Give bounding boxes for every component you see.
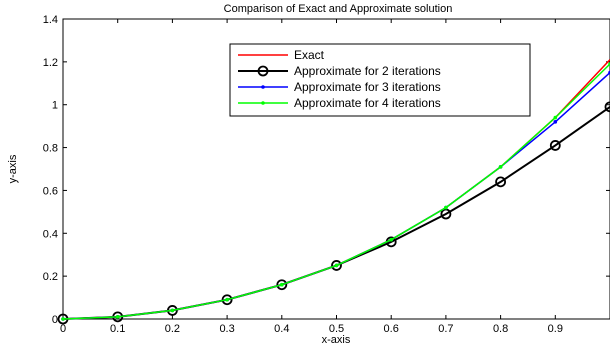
y-tick-label: 0 [52,314,58,326]
legend-marker [257,65,269,77]
axis-ticks: 0 0.1 0.2 0.3 0.4 0.5 0.6 0.7 0.8 0.9 0 0.2 0.4 0.6 0.… [43,14,610,335]
x-tick-label: 0.7 [438,323,453,335]
data-point [115,315,120,319]
chart-title: Comparison of Exact and Approximate solu… [224,3,453,15]
data-point [498,165,503,169]
data-point [549,140,561,151]
data-point [280,282,284,287]
legend-entry: Approximate for 2 iterations [238,64,441,78]
legend: Exact Approximate for 2 iterations Approxi… [229,43,531,117]
x-tick-label: 0.3 [219,323,234,335]
x-tick-label: 0.6 [384,323,399,335]
y-tick-label: 1.2 [43,57,58,69]
x-tick-label: 0.1 [110,323,125,335]
legend-label: Exact [294,48,325,62]
data-point [604,101,610,113]
legend-box [229,43,531,117]
legend-marker [261,85,265,89]
y-tick-label: 1 [52,100,58,112]
y-tick-label: 0.8 [43,143,58,155]
x-tick-label: 0.8 [493,323,508,335]
legend-marker [261,101,265,105]
legend-entry: Approximate for 4 iterations [238,96,441,110]
x-tick-label: 0.4 [274,323,289,335]
data-point [440,208,452,220]
legend-entry: Approximate for 3 iterations [238,80,441,94]
data-point [334,263,339,268]
data-point [553,120,558,124]
data-point [389,237,394,242]
data-point [225,297,229,302]
legend-label: Approximate for 2 iterations [294,64,441,78]
x-tick-label: 0.9 [548,323,563,335]
x-tick-label: 0.2 [165,323,180,335]
data-point [444,205,448,210]
legend-label: Approximate for 3 iterations [294,80,441,94]
data-point [553,115,558,120]
legend-entry: Exact [238,48,325,62]
data-point [276,279,288,291]
y-axis-label: y-axis [7,154,19,183]
data-point [61,317,65,321]
x-axis-label: x-axis [322,334,351,346]
data-point [221,294,233,306]
y-tick-label: 0.2 [43,271,58,283]
data-point [170,308,175,313]
y-tick-label: 1.4 [43,14,58,26]
series-layer [57,59,610,325]
data-point [331,260,342,271]
x-tick-label: 0 [60,323,66,335]
y-tick-label: 0.4 [43,228,58,240]
legend-label: Approximate for 4 iterations [294,96,441,110]
x-tick-label: 0.5 [329,323,344,335]
y-tick-label: 0.6 [43,185,58,197]
data-point [495,176,507,188]
